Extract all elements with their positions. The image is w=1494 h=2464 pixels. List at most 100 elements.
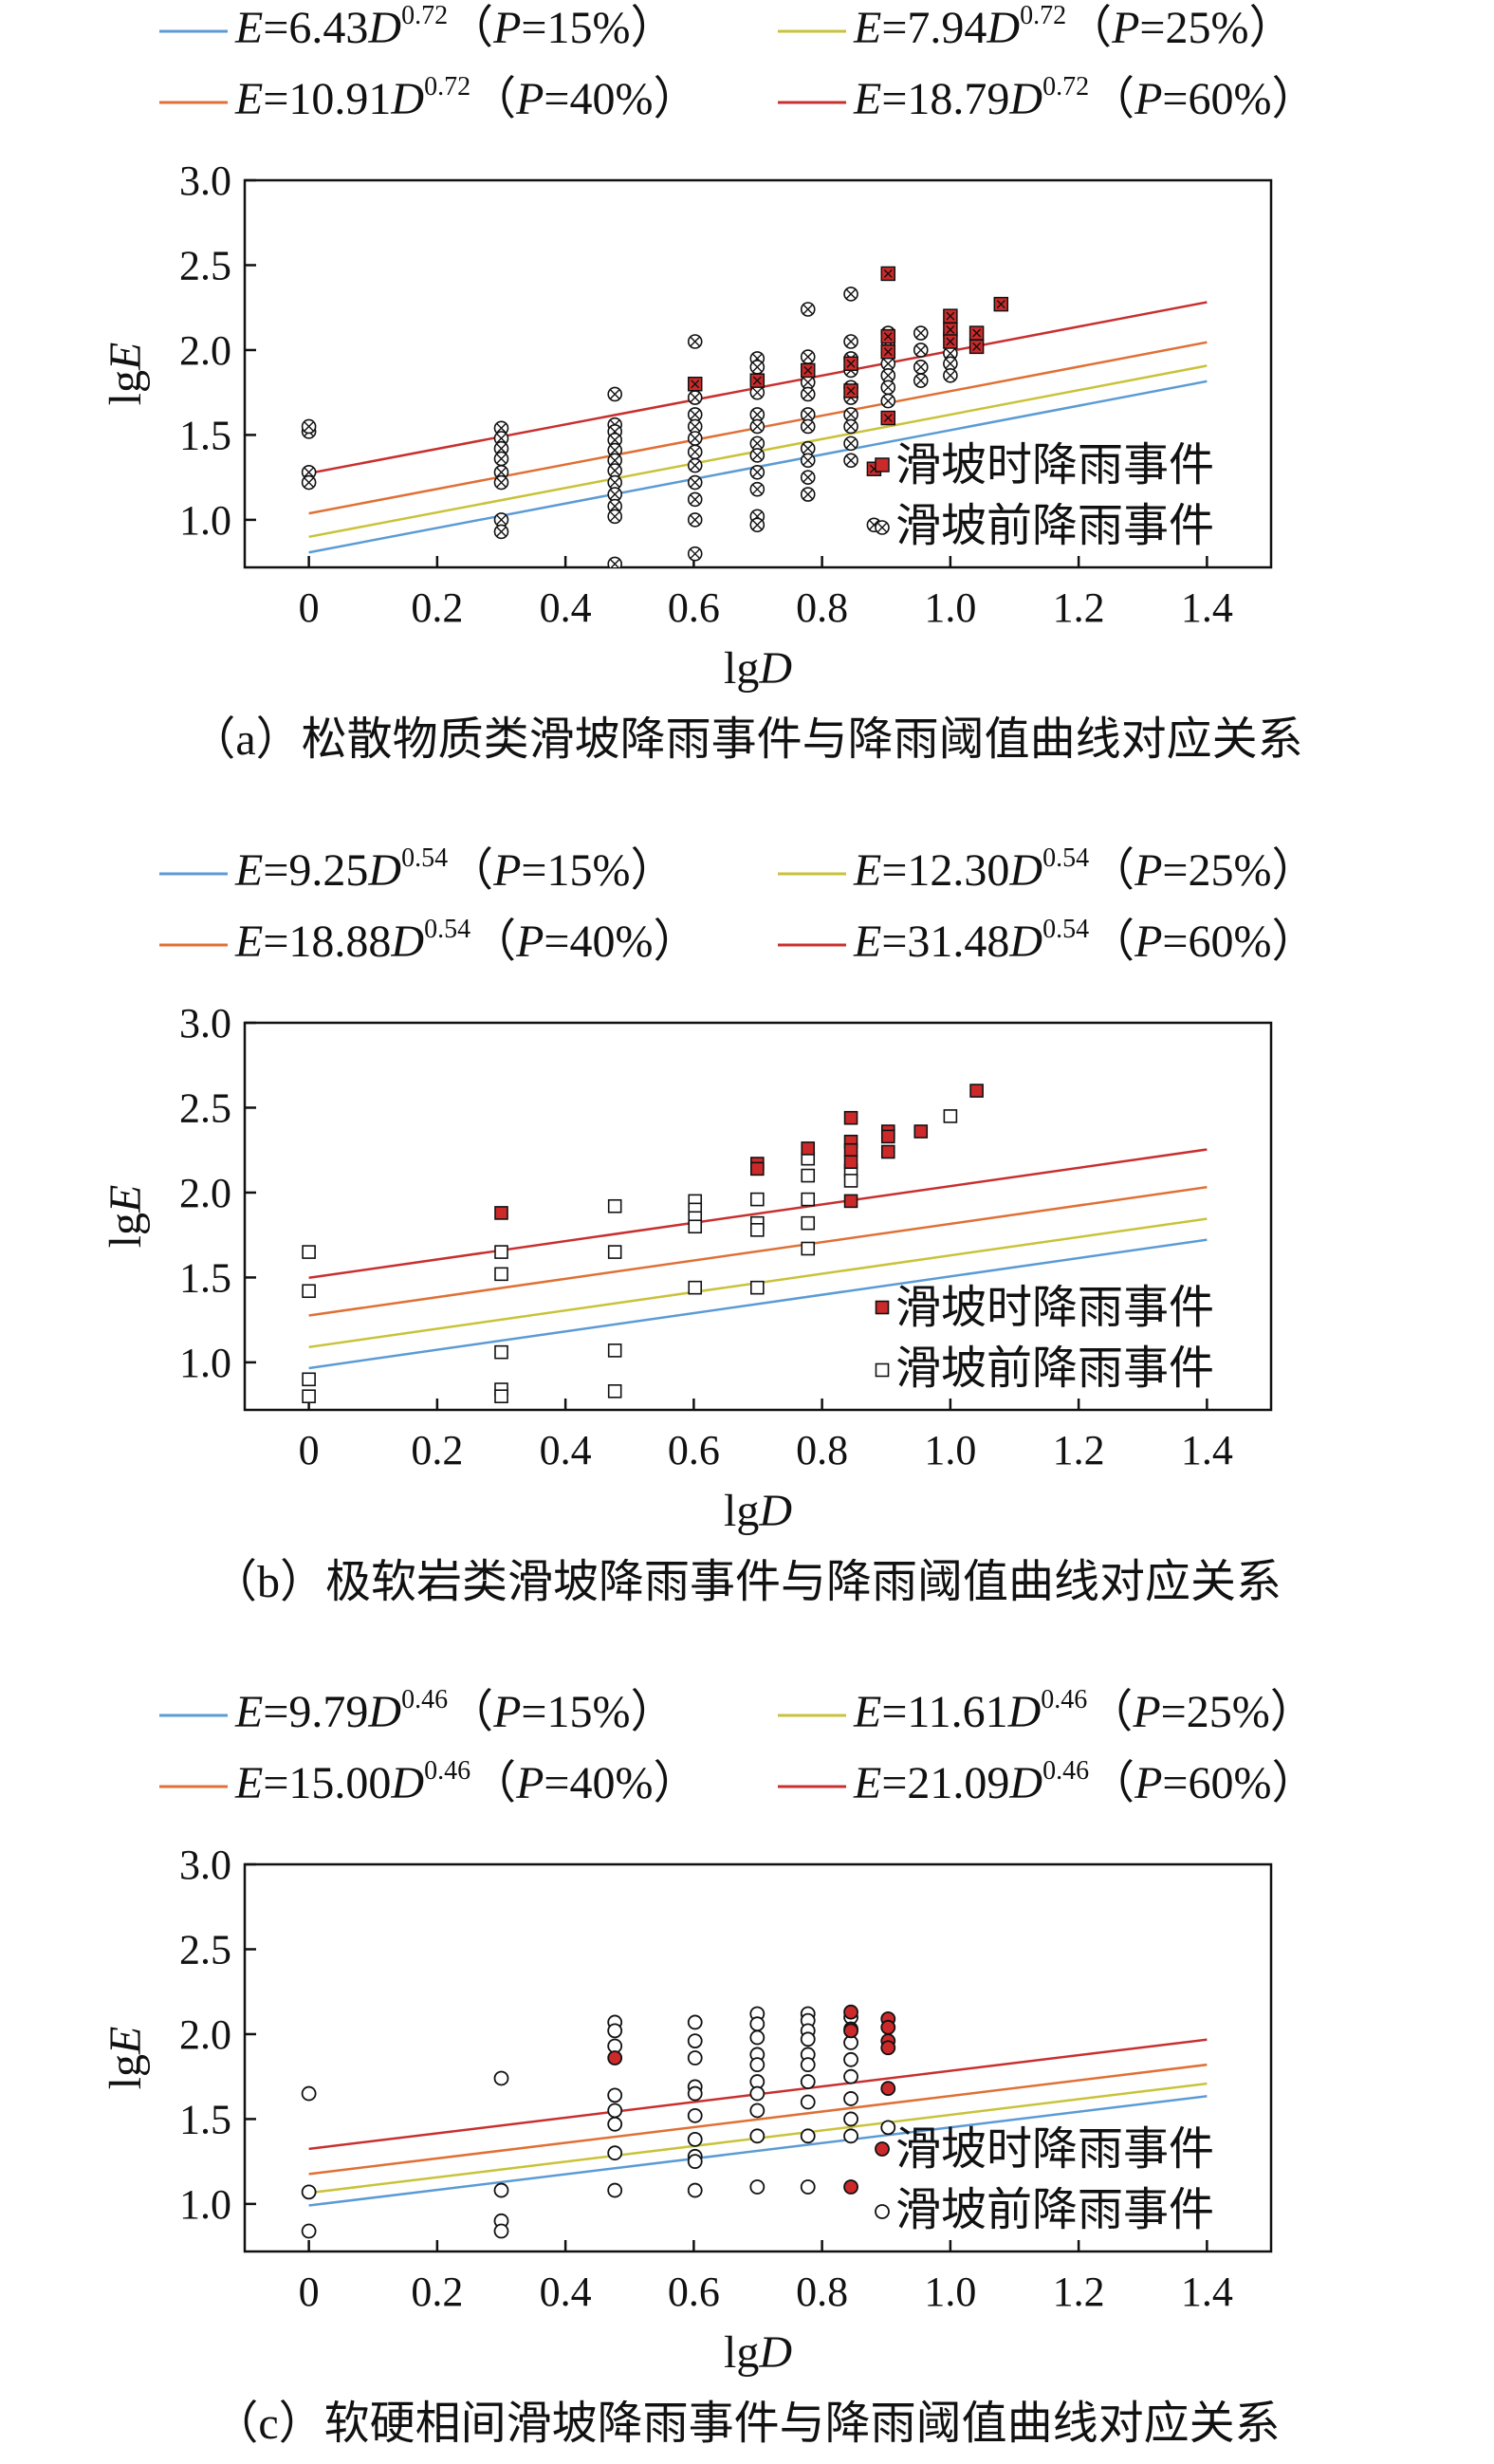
point-before [301, 2184, 317, 2200]
plot-area [301, 266, 1208, 567]
legend-during-label: 滑坡时降雨事件 [895, 1283, 1214, 1333]
legend-entry-p25: E=12.30D0.54（P=25%） [778, 843, 1318, 896]
point-during [607, 2050, 623, 2066]
point-before [800, 453, 816, 469]
legend-during-label: 滑坡时降雨事件 [895, 2124, 1214, 2175]
point-before [880, 2120, 896, 2136]
plot-frame [243, 178, 1273, 569]
chart-caption: （b）极软岩类滑坡降雨事件与降雨阈值曲线对应关系 [212, 1557, 1282, 1607]
point-before [607, 2103, 623, 2119]
threshold-line-p15 [308, 2095, 1208, 2207]
point-during [969, 1084, 984, 1098]
point-during [880, 2019, 896, 2035]
point-before [687, 491, 703, 508]
point-before [801, 1241, 816, 1256]
point-before [687, 457, 703, 473]
point-during [843, 1142, 858, 1158]
legend-during-label: 滑坡时降雨事件 [895, 440, 1214, 491]
point-before [800, 2031, 816, 2047]
point-during [968, 325, 985, 341]
point-before [687, 546, 703, 562]
point-during [943, 308, 958, 324]
point-during [801, 1141, 816, 1156]
point-before [749, 2085, 765, 2102]
point-before [687, 512, 703, 528]
point-before [687, 2033, 703, 2049]
point-during [880, 343, 896, 360]
point-before [750, 1280, 765, 1295]
point-before [607, 442, 622, 458]
point-during [880, 266, 896, 282]
chart-panel-a: E=6.43D0.72（P=15%） E=7.94D0.72（P=25%） E=10… [101, 1, 1318, 765]
y-tick-label: 2.5 [179, 242, 231, 288]
y-tick-label: 3.0 [179, 1842, 231, 1888]
legend-label: E=10.91D0.72（P=40%） [234, 72, 699, 124]
x-tick-label: 1.2 [1053, 1427, 1105, 1473]
x-tick-label: 0.8 [796, 2269, 848, 2315]
point-during [843, 2023, 858, 2039]
point-before [749, 360, 765, 375]
x-tick-label: 0.4 [540, 584, 592, 631]
legend-label: E=15.00D0.46（P=40%） [234, 1756, 699, 1808]
point-before [913, 373, 929, 388]
point-during [843, 356, 858, 372]
legend-label: E=21.09D0.46（P=60%） [853, 1756, 1318, 1808]
plot-frame [243, 1021, 1273, 1412]
x-tick-label: 1.2 [1053, 584, 1105, 631]
point-before [607, 556, 622, 567]
y-axis-label: lgE [101, 2027, 151, 2090]
y-axis-label: lgE [101, 343, 151, 406]
point-before [843, 287, 858, 302]
point-before [749, 2179, 765, 2195]
y-tick-label: 2.0 [179, 327, 231, 374]
point-during [843, 2179, 858, 2195]
point-before [302, 1284, 316, 1299]
point-before [843, 2091, 858, 2106]
legend-label: E=31.48D0.54（P=60%） [853, 915, 1318, 967]
x-tick-label: 0.4 [540, 1427, 592, 1473]
legend-before: 滑坡前降雨事件 [875, 2185, 1214, 2235]
point-before [688, 1280, 703, 1295]
x-tick-label: 0.2 [411, 2269, 463, 2315]
legend-before: 滑坡前降雨事件 [875, 501, 1214, 551]
point-before [493, 431, 509, 446]
legend-before-label: 滑坡前降雨事件 [895, 1343, 1214, 1394]
point-before [843, 435, 858, 452]
point-before [800, 2057, 816, 2073]
legend-entry-p15: E=9.79D0.46（P=15%） [159, 1685, 676, 1737]
point-before [607, 1384, 622, 1399]
point-before [607, 386, 622, 402]
legend-marker [875, 457, 890, 472]
legend-before: 滑坡前降雨事件 [875, 1343, 1214, 1394]
point-before [607, 2087, 623, 2103]
legend-label: E=9.25D0.54（P=15%） [234, 843, 676, 896]
point-before [943, 356, 958, 372]
legend-before-label: 滑坡前降雨事件 [895, 501, 1214, 551]
point-before [800, 349, 816, 364]
x-tick-label: 1.4 [1181, 2269, 1233, 2315]
point-before [607, 2116, 623, 2132]
y-tick-label: 1.0 [179, 497, 231, 544]
point-before [687, 2014, 703, 2030]
point-during [494, 1206, 508, 1220]
point-before [607, 453, 622, 469]
point-before [687, 2182, 703, 2198]
legend-label: E=6.43D0.72（P=15%） [234, 1, 676, 53]
point-before [913, 343, 929, 358]
point-before [687, 431, 703, 446]
y-tick-label: 1.0 [179, 1340, 231, 1386]
point-before [607, 1245, 622, 1259]
point-before [801, 1168, 816, 1183]
point-before [687, 334, 703, 349]
point-before [494, 1344, 508, 1360]
legend-label: E=18.79D0.72（P=60%） [853, 72, 1318, 124]
point-before [880, 367, 896, 383]
legend-entry-p40: E=10.91D0.72（P=40%） [159, 72, 699, 124]
point-before [301, 2085, 317, 2102]
point-during [843, 383, 858, 398]
point-before [800, 302, 816, 317]
point-before [687, 2050, 703, 2066]
point-before [301, 418, 317, 435]
legend-marker [875, 1362, 890, 1378]
x-axis-label: lgD [724, 643, 792, 694]
